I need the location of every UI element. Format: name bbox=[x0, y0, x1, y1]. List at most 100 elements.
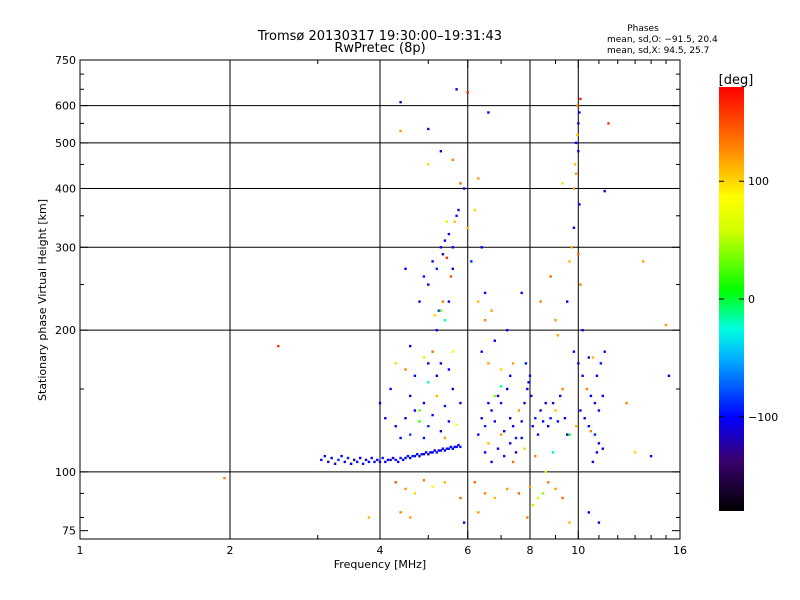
data-point bbox=[462, 187, 466, 190]
data-point bbox=[649, 454, 653, 458]
colorbar-tick-label: 0 bbox=[748, 293, 755, 306]
y-tick-label: 300 bbox=[55, 241, 76, 254]
data-point bbox=[549, 275, 552, 278]
x-tick-label: 8 bbox=[527, 544, 534, 557]
data-point bbox=[451, 267, 454, 270]
data-point bbox=[574, 141, 578, 145]
data-point bbox=[511, 460, 515, 464]
y-tick-label: 400 bbox=[55, 182, 76, 195]
data-point bbox=[601, 394, 604, 398]
data-point bbox=[451, 350, 454, 353]
data-point bbox=[389, 458, 392, 462]
data-point bbox=[499, 385, 503, 388]
data-point bbox=[406, 454, 410, 458]
axes bbox=[79, 59, 681, 540]
chart-subtitle: RwPretec (8p) bbox=[334, 41, 425, 56]
data-point bbox=[603, 350, 606, 353]
data-point bbox=[346, 456, 350, 460]
data-point bbox=[378, 460, 382, 464]
data-point bbox=[422, 436, 426, 440]
data-point bbox=[422, 401, 426, 405]
data-point bbox=[570, 246, 573, 249]
x-tick-label: 2 bbox=[227, 544, 234, 557]
data-points bbox=[223, 88, 671, 524]
data-point bbox=[459, 496, 462, 500]
data-point bbox=[435, 329, 438, 332]
y-axis-label: Stationary phase Virtual Height [km] bbox=[36, 199, 49, 401]
data-point bbox=[384, 460, 387, 464]
data-point bbox=[409, 433, 412, 436]
data-point bbox=[556, 334, 560, 337]
data-point bbox=[547, 481, 550, 484]
data-point bbox=[591, 356, 595, 359]
data-point bbox=[593, 433, 597, 436]
data-point bbox=[572, 350, 576, 353]
data-point bbox=[503, 454, 506, 458]
data-point bbox=[447, 420, 451, 423]
data-point bbox=[439, 309, 443, 312]
data-point bbox=[427, 381, 430, 384]
data-point bbox=[554, 319, 557, 322]
data-point bbox=[576, 104, 579, 107]
data-point bbox=[422, 275, 426, 278]
data-point bbox=[451, 387, 454, 391]
data-point bbox=[490, 309, 493, 312]
data-point bbox=[422, 356, 426, 359]
data-point bbox=[418, 454, 421, 458]
data-point bbox=[561, 387, 564, 391]
data-point bbox=[320, 458, 323, 462]
data-point bbox=[576, 133, 579, 137]
data-point bbox=[373, 460, 376, 464]
data-point bbox=[579, 283, 582, 286]
data-point bbox=[427, 163, 430, 166]
data-point bbox=[473, 481, 476, 484]
data-point bbox=[441, 300, 445, 303]
data-point bbox=[439, 246, 443, 249]
data-point bbox=[394, 481, 397, 484]
data-point bbox=[431, 485, 434, 488]
data-point bbox=[427, 453, 430, 456]
data-point bbox=[597, 521, 601, 524]
data-point bbox=[462, 521, 466, 524]
data-point bbox=[457, 443, 460, 447]
data-point bbox=[493, 339, 496, 342]
data-point bbox=[418, 300, 421, 303]
data-point bbox=[424, 451, 428, 454]
data-point bbox=[483, 451, 487, 454]
data-point bbox=[595, 374, 599, 377]
data-point bbox=[349, 462, 353, 465]
stats-line-o: mean, sd,O: −91.5, 20.4 bbox=[607, 35, 718, 45]
data-point bbox=[429, 451, 432, 454]
data-point bbox=[443, 319, 447, 322]
data-point bbox=[524, 362, 528, 365]
data-point bbox=[433, 449, 436, 452]
data-point bbox=[511, 425, 515, 428]
data-point bbox=[389, 387, 392, 391]
data-point bbox=[583, 417, 586, 420]
data-point bbox=[577, 122, 580, 125]
data-point bbox=[435, 267, 438, 270]
data-point bbox=[531, 425, 534, 428]
data-point bbox=[499, 433, 503, 436]
data-point bbox=[625, 401, 628, 405]
data-point bbox=[591, 460, 595, 464]
data-point bbox=[520, 436, 523, 440]
data-point bbox=[572, 226, 576, 229]
data-point bbox=[413, 409, 417, 412]
data-point bbox=[439, 430, 443, 433]
data-point bbox=[514, 451, 518, 454]
data-point bbox=[667, 374, 671, 377]
data-point bbox=[435, 451, 438, 454]
data-point bbox=[413, 374, 417, 377]
data-point bbox=[431, 451, 434, 454]
colorbar-tick-label: −100 bbox=[748, 411, 778, 424]
data-point bbox=[439, 150, 443, 153]
data-point bbox=[353, 458, 356, 462]
data-point bbox=[526, 387, 529, 391]
data-point bbox=[607, 122, 610, 125]
data-point bbox=[487, 401, 490, 405]
colorbar-label: [deg] bbox=[719, 73, 754, 88]
data-point bbox=[539, 300, 542, 303]
data-point bbox=[404, 456, 407, 460]
stats-header: Phases bbox=[627, 24, 659, 34]
